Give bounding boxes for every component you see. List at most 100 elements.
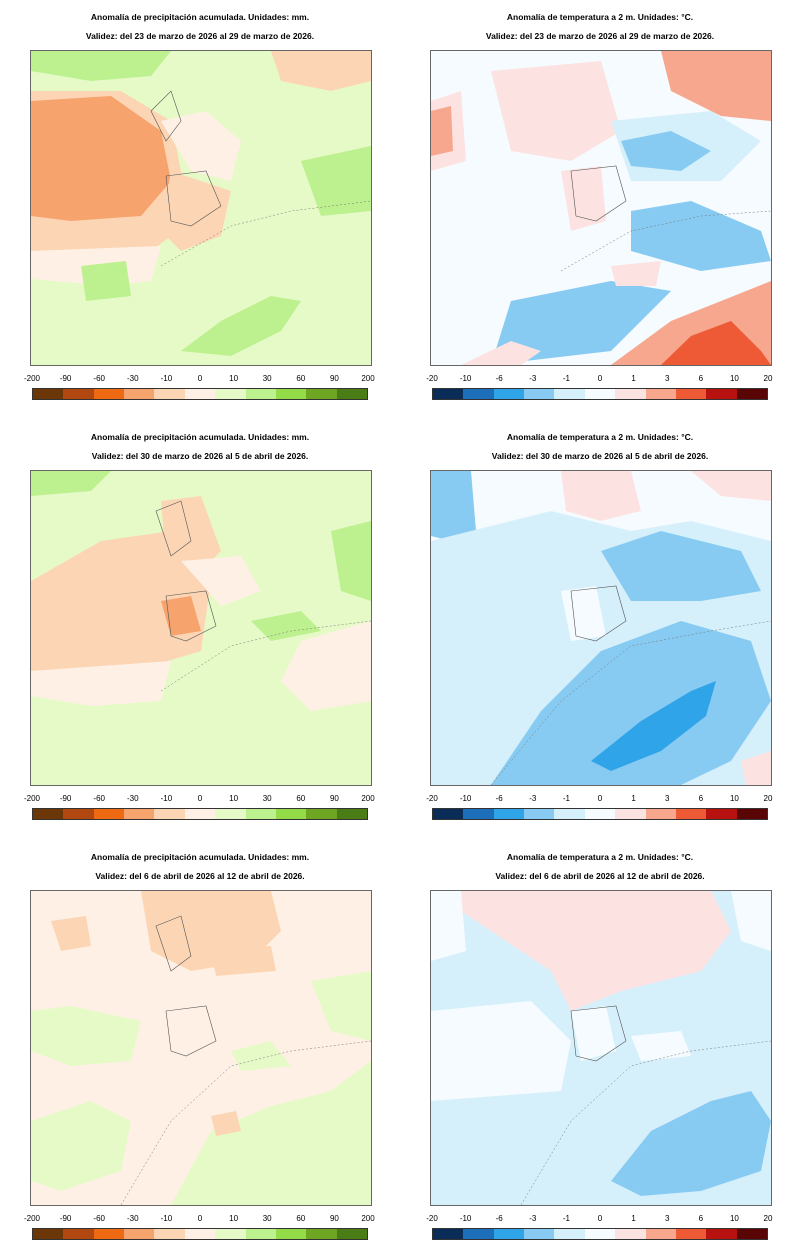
colorbar-swatch	[584, 389, 616, 399]
tick-label: 6	[698, 374, 704, 383]
panel-temp-week3: Anomalía de temperatura a 2 m. Unidades:…	[400, 840, 800, 1260]
tick-label: 0	[197, 794, 203, 803]
tick-label: 90	[329, 374, 339, 383]
colorbar-swatch	[306, 1229, 337, 1239]
colorbar-swatch	[63, 389, 94, 399]
colorbar-swatch	[675, 809, 707, 819]
colorbar-labels: -200 -90 -60 -30 -10 0 10 30 60 90 200	[24, 374, 376, 386]
colorbar-swatch	[736, 1229, 767, 1239]
tick-label: 10	[229, 374, 239, 383]
tick-label: 20	[763, 374, 773, 383]
tick-label: -10	[160, 1214, 173, 1223]
anomaly-map[interactable]	[430, 890, 772, 1206]
tick-label: -60	[93, 1214, 105, 1223]
map-validity: Validez: del 6 de abril de 2026 al 12 de…	[495, 871, 705, 881]
tick-label: 10	[729, 1214, 739, 1223]
colorbar-swatch	[93, 809, 125, 819]
tick-label: 30	[262, 794, 272, 803]
tick-label: 0	[197, 1214, 203, 1223]
anomaly-map[interactable]	[430, 470, 772, 786]
colorbar-swatch	[33, 1229, 64, 1239]
anomaly-map[interactable]	[30, 50, 372, 366]
panel-precip-week1: Anomalía de precipitación acumulada. Uni…	[0, 0, 400, 420]
tick-label: -10	[459, 1214, 472, 1223]
colorbar	[432, 1228, 768, 1240]
tick-label: -1	[562, 1214, 570, 1223]
tick-label: -90	[59, 1214, 72, 1223]
anomaly-map[interactable]	[30, 890, 372, 1206]
panel-precip-week2: Anomalía de precipitación acumulada. Uni…	[0, 420, 400, 840]
colorbar	[32, 388, 368, 400]
map-title: Anomalía de temperatura a 2 m. Unidades:…	[506, 432, 694, 442]
colorbar-swatch	[154, 809, 185, 819]
anomaly-map[interactable]	[30, 470, 372, 786]
tick-label: -60	[93, 794, 105, 803]
tick-label: -6	[495, 374, 503, 383]
tick-label: 1	[631, 1214, 636, 1223]
tick-label: -200	[23, 374, 41, 383]
colorbar-swatch	[493, 389, 525, 399]
tick-label: -10	[459, 794, 472, 803]
tick-label: -1	[562, 374, 570, 383]
tick-label: 60	[296, 794, 306, 803]
tick-label: -30	[127, 374, 139, 383]
tick-label: -30	[127, 1214, 139, 1223]
tick-label: 90	[329, 794, 339, 803]
map-validity: Validez: del 23 de marzo de 2026 al 29 d…	[485, 31, 715, 41]
tick-label: -10	[160, 794, 173, 803]
tick-label: 0	[597, 794, 603, 803]
colorbar-swatch	[336, 809, 367, 819]
tick-label: 0	[597, 374, 603, 383]
colorbar-labels: -20 -10 -6 -3 -1 0 1 3 6 10 20	[424, 794, 776, 806]
tick-label: -90	[59, 794, 72, 803]
tick-label: -3	[529, 1214, 537, 1223]
tick-label: -6	[495, 794, 503, 803]
colorbar-swatch	[736, 389, 767, 399]
tick-label: 0	[197, 374, 203, 383]
tick-label: 200	[361, 1214, 375, 1223]
tick-label: -60	[93, 374, 105, 383]
colorbar-swatch	[675, 389, 707, 399]
tick-label: 10	[229, 1214, 239, 1223]
colorbar-swatch	[184, 809, 216, 819]
map-validity: Validez: del 6 de abril de 2026 al 12 de…	[95, 871, 305, 881]
map-title: Anomalía de precipitación acumulada. Uni…	[90, 432, 310, 442]
tick-label: 200	[361, 794, 375, 803]
tick-label: 1	[631, 794, 636, 803]
tick-label: -90	[59, 374, 72, 383]
tick-label: -20	[426, 374, 438, 383]
colorbar-swatch	[33, 809, 64, 819]
colorbar-labels: -200 -90 -60 -30 -10 0 10 30 60 90 200	[24, 794, 376, 806]
colorbar-swatch	[433, 389, 464, 399]
colorbar-labels: -20 -10 -6 -3 -1 0 1 3 6 10 20	[424, 374, 776, 386]
colorbar-swatch	[493, 1229, 525, 1239]
colorbar-swatch	[706, 1229, 737, 1239]
colorbar-swatch	[154, 1229, 185, 1239]
colorbar-swatch	[245, 809, 276, 819]
tick-label: -10	[459, 374, 472, 383]
tick-label: -3	[529, 794, 537, 803]
colorbar-swatch	[645, 389, 676, 399]
tick-label: 90	[329, 1214, 339, 1223]
tick-label: 0	[597, 1214, 603, 1223]
colorbar-swatch	[93, 389, 125, 399]
colorbar-swatch	[245, 1229, 276, 1239]
colorbar-swatch	[524, 809, 555, 819]
colorbar-swatch	[554, 389, 585, 399]
colorbar-swatch	[524, 1229, 555, 1239]
colorbar-swatch	[245, 389, 276, 399]
colorbar-swatch	[645, 1229, 676, 1239]
tick-label: 20	[763, 794, 773, 803]
colorbar-swatch	[215, 389, 246, 399]
tick-label: -30	[127, 794, 139, 803]
colorbar-swatch	[675, 1229, 707, 1239]
map-title: Anomalía de precipitación acumulada. Uni…	[90, 852, 310, 862]
colorbar-swatch	[736, 809, 767, 819]
anomaly-map[interactable]	[430, 50, 772, 366]
colorbar-swatch	[336, 389, 367, 399]
map-validity: Validez: del 30 de marzo de 2026 al 5 de…	[91, 451, 309, 461]
tick-label: 200	[361, 374, 375, 383]
panel-temp-week2: Anomalía de temperatura a 2 m. Unidades:…	[400, 420, 800, 840]
colorbar-labels: -20 -10 -6 -3 -1 0 1 3 6 10 20	[424, 1214, 776, 1226]
colorbar	[432, 388, 768, 400]
